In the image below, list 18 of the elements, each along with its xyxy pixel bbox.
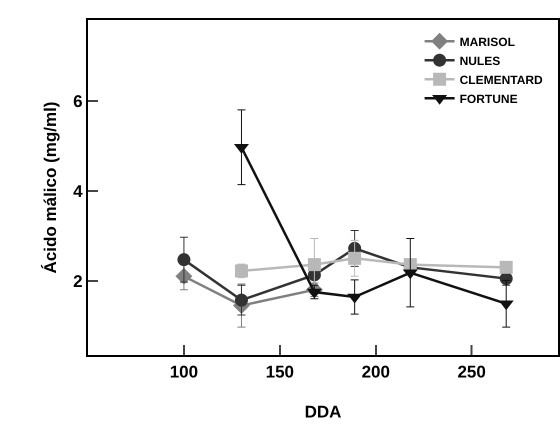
x-tick-label: 150 xyxy=(266,362,294,382)
legend-label: FORTUNE xyxy=(460,92,518,106)
y-axis-title: Ácido málico (mg/ml) xyxy=(40,102,60,274)
legend-label: NULES xyxy=(460,54,500,68)
y-tick-label: 6 xyxy=(73,92,83,111)
point xyxy=(348,252,362,265)
x-axis-title: DDA xyxy=(304,402,342,422)
point xyxy=(177,253,190,266)
legend-label: MARISOL xyxy=(460,34,515,49)
legend-label: CLEMENTARD xyxy=(460,72,544,87)
y-tick-label: 2 xyxy=(73,272,83,291)
y-tick-label: 4 xyxy=(73,182,84,201)
point xyxy=(234,294,248,307)
x-tick-label: 100 xyxy=(170,362,198,382)
x-tick-label: 250 xyxy=(457,362,486,382)
x-tick-label: 200 xyxy=(362,362,390,382)
point xyxy=(308,258,321,272)
point xyxy=(500,260,513,274)
